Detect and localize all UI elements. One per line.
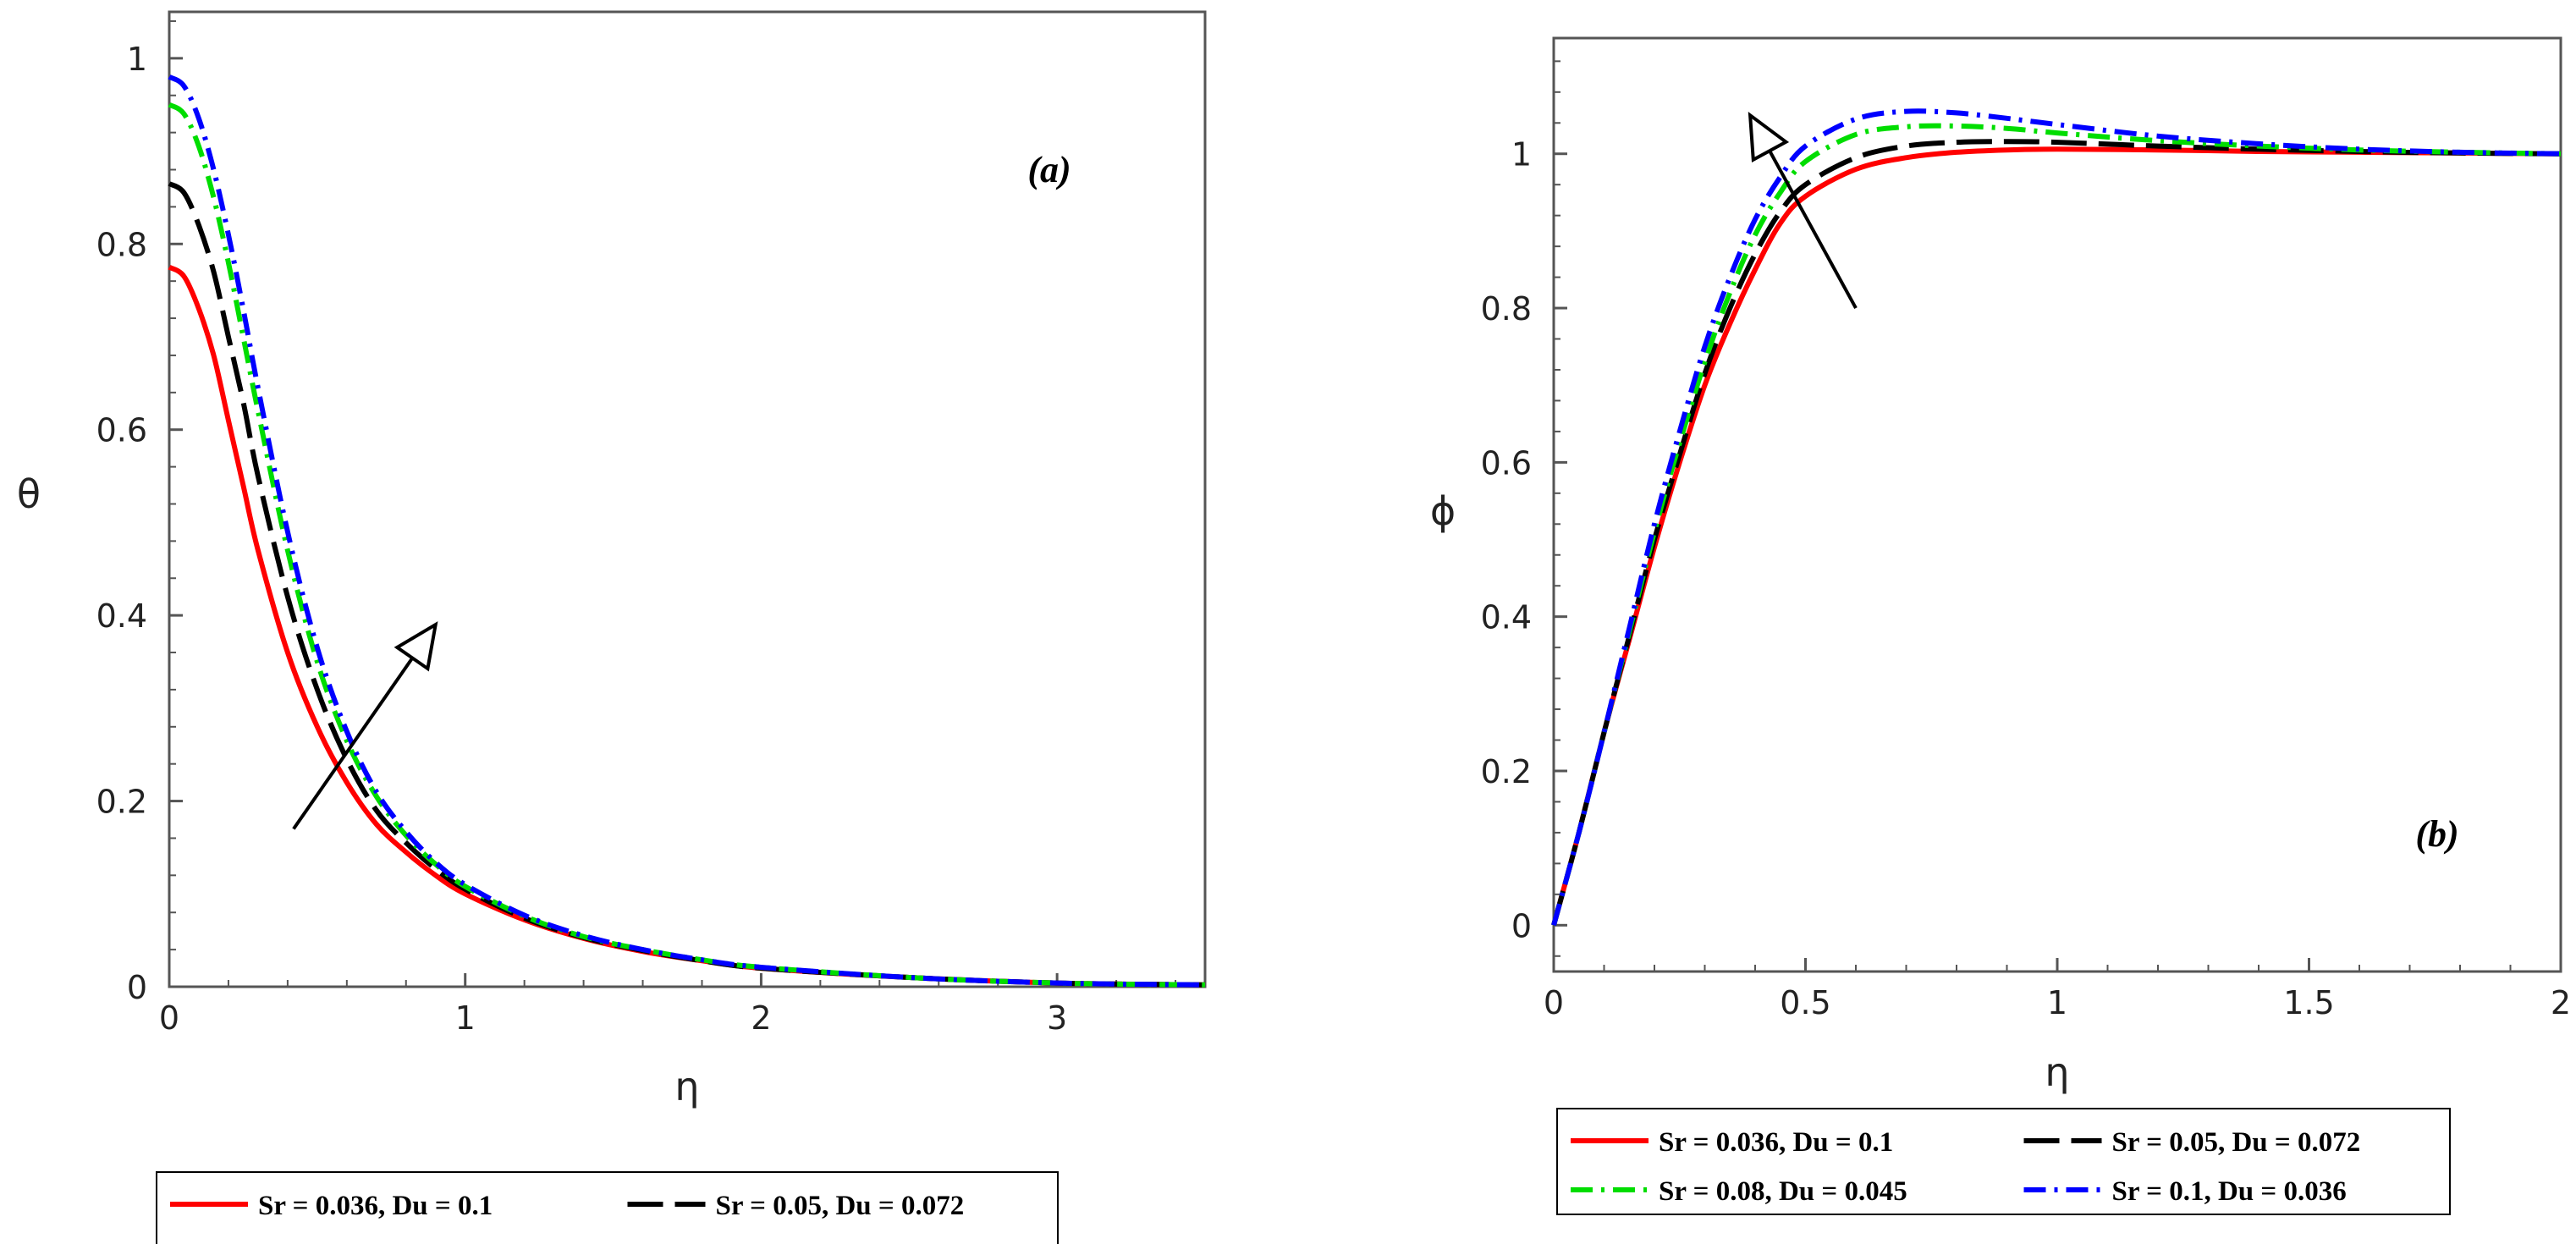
panel-label: (a) — [1027, 149, 1071, 190]
trend-arrow-head — [1748, 111, 1790, 163]
y-tick-label: 0.2 — [1481, 753, 1532, 790]
chart-panel-b: 0 0.5 1 1.5 2 0 0.2 0.4 0.6 0.8 1 η ϕ (b) Sr = 0.036, … — [1430, 36, 2571, 1215]
x-tick-label: 0.5 — [1780, 984, 1830, 1021]
series-line-1 — [168, 265, 1206, 988]
legend-entry-4: Sr = 0.1, Du = 0.036 — [716, 1240, 950, 1244]
y-tick-label: 0.8 — [1481, 290, 1532, 328]
x-tick-label: 0 — [1544, 984, 1564, 1021]
legend-entry-3: Sr = 0.08, Du = 0.045 — [258, 1240, 507, 1244]
x-axis-label: η — [674, 1064, 699, 1109]
legend-box — [1556, 1108, 2451, 1215]
legend-entry-1: Sr = 0.036, Du = 0.1 — [258, 1191, 493, 1221]
legend-entry-2: Sr = 0.05, Du = 0.072 — [716, 1191, 965, 1221]
legend-box — [156, 1171, 1059, 1244]
series-line-2 — [168, 181, 1206, 988]
x-tick-label: 0 — [159, 999, 179, 1037]
legend-entry-1: Sr = 0.036, Du = 0.1 — [1659, 1127, 1893, 1158]
y-tick-label: 1 — [1511, 136, 1532, 173]
y-tick-label: 0 — [1511, 907, 1532, 944]
series-line-3 — [1551, 123, 2562, 927]
panel-label: (b) — [2415, 813, 2458, 855]
legend: Sr = 0.036, Du = 0.1 Sr = 0.05, Du = 0.07… — [1556, 1108, 2451, 1215]
trend-arrow-head — [394, 621, 438, 672]
trend-arrow-shaft — [1768, 150, 1858, 310]
y-axis-label: ϕ — [1430, 488, 1456, 534]
y-tick-label: 0 — [127, 969, 147, 1006]
legend-entry-4: Sr = 0.1, Du = 0.036 — [2112, 1176, 2347, 1207]
legend-entry-3: Sr = 0.08, Du = 0.045 — [1659, 1176, 1907, 1207]
x-axis-label: η — [2045, 1049, 2069, 1095]
plot-frame — [168, 10, 1207, 988]
series-line-1 — [1551, 146, 2562, 927]
y-axis-label: θ — [17, 471, 41, 517]
x-tick-label: 2 — [2551, 984, 2571, 1021]
series-line-3 — [168, 102, 1206, 988]
y-tick-label: 0.4 — [96, 597, 147, 635]
y-tick-label: 0.8 — [96, 226, 147, 263]
series-line-4 — [1551, 108, 2562, 927]
x-tick-label: 1 — [2047, 984, 2067, 1021]
x-tick-label: 2 — [751, 999, 771, 1037]
legend: Sr = 0.036, Du = 0.1 Sr = 0.05, Du = 0.07… — [156, 1171, 1059, 1244]
x-tick-label: 1.5 — [2283, 984, 2334, 1021]
chart-panel-a: 0 1 2 3 0 0.2 0.4 0.6 0.8 1 η θ (a) Sr = 0.036, Du = … — [17, 10, 1207, 1244]
series-line-2 — [1551, 139, 2562, 927]
series-line-4 — [168, 74, 1206, 988]
y-tick-label: 0.2 — [96, 784, 147, 821]
y-tick-label: 1 — [127, 41, 147, 78]
trend-arrow-shaft — [292, 657, 414, 830]
y-tick-label: 0.6 — [96, 412, 147, 449]
x-tick-label: 1 — [455, 999, 476, 1037]
y-tick-label: 0.4 — [1481, 599, 1532, 636]
x-tick-label: 3 — [1047, 999, 1067, 1037]
plot-frame — [1552, 36, 2562, 973]
y-tick-label: 0.6 — [1481, 444, 1532, 482]
legend-entry-2: Sr = 0.05, Du = 0.072 — [2112, 1127, 2361, 1158]
